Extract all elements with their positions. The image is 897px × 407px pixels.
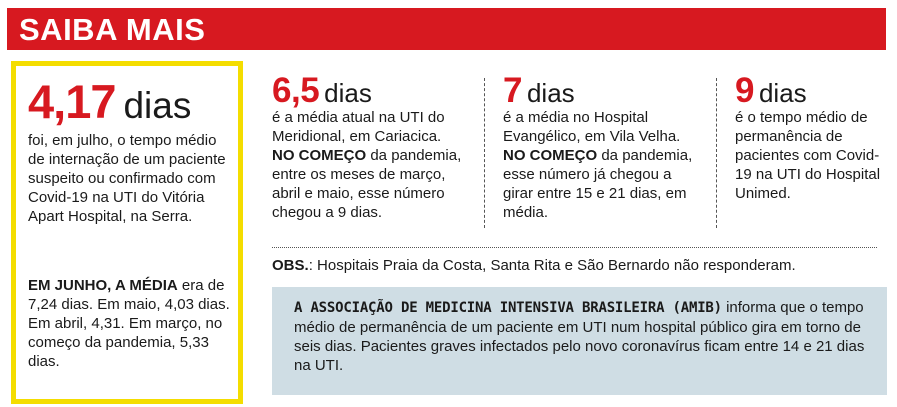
main-note: EM JUNHO, A MÉDIA era de 7,24 dias. Em m…: [28, 276, 230, 371]
column-divider: [484, 78, 485, 228]
stat-unit: dias: [758, 78, 807, 108]
stat-heading: 7 dias: [503, 72, 703, 110]
column-divider: [716, 78, 717, 228]
info-paragraph: A ASSOCIAÇÃO DE MEDICINA INTENSIVA BRASI…: [294, 298, 869, 375]
stat-column-unimed: 9 dias é o tempo médio de permanência de …: [735, 72, 885, 203]
stat-description-text: é o tempo médio de permanência de pacien…: [735, 109, 881, 202]
main-stat-unit: dias: [123, 85, 192, 126]
stat-unit: dias: [526, 78, 575, 108]
highlight-box: 4,17 dias foi, em julho, o tempo médio de…: [11, 61, 243, 404]
main-description: foi, em julho, o tempo médio de internaç…: [28, 132, 226, 225]
stat-number: 6,5: [272, 71, 320, 110]
header-banner: SAIBA MAIS: [7, 8, 886, 50]
stat-column-meridional: 6,5 dias é a média atual na UTI do Meridi…: [272, 72, 462, 222]
info-text: informa que o tempo médio de permanência…: [294, 299, 865, 374]
obs-label: OBS.: [272, 257, 309, 274]
stat-description-text: é a média atual na UTI do Meridional, em…: [272, 109, 445, 145]
stat-description-rest: da pandemia, entre os meses de março, ab…: [272, 147, 462, 221]
stat-number: 9: [735, 71, 754, 110]
stat-description: é o tempo médio de permanência de pacien…: [735, 108, 885, 203]
section-divider: [272, 247, 877, 248]
obs-note: OBS.: Hospitais Praia da Costa, Santa Ri…: [272, 256, 796, 275]
main-note-lead: EM JUNHO, A MÉDIA: [28, 277, 178, 294]
stat-heading: 9 dias: [735, 72, 885, 110]
stat-heading: 6,5 dias: [272, 72, 462, 110]
obs-text: : Hospitais Praia da Costa, Santa Rita e…: [308, 257, 796, 274]
main-stat: 4,17 dias: [28, 76, 191, 128]
amib-info-box: A ASSOCIAÇÃO DE MEDICINA INTENSIVA BRASI…: [272, 287, 887, 395]
banner-title: SAIBA MAIS: [19, 12, 206, 47]
stat-description-rest: da pandemia, esse número já chegou a gir…: [503, 147, 693, 221]
stat-unit: dias: [324, 78, 372, 108]
stat-description-lead: NO COMEÇO: [503, 147, 598, 164]
stat-description-text: é a média no Hospital Evangélico, em Vil…: [503, 109, 681, 145]
main-note-text: era de 7,24 dias. Em maio, 4,03 dias. Em…: [28, 277, 230, 370]
stat-number: 7: [503, 71, 522, 110]
stat-description: é a média atual na UTI do Meridional, em…: [272, 108, 462, 222]
stat-description-lead: NO COMEÇO: [272, 147, 367, 164]
main-stat-number: 4,17: [28, 75, 116, 128]
info-heading: A ASSOCIAÇÃO DE MEDICINA INTENSIVA BRASI…: [294, 300, 722, 316]
stat-column-evangelico: 7 dias é a média no Hospital Evangélico, …: [503, 72, 703, 222]
stat-description: é a média no Hospital Evangélico, em Vil…: [503, 108, 703, 222]
